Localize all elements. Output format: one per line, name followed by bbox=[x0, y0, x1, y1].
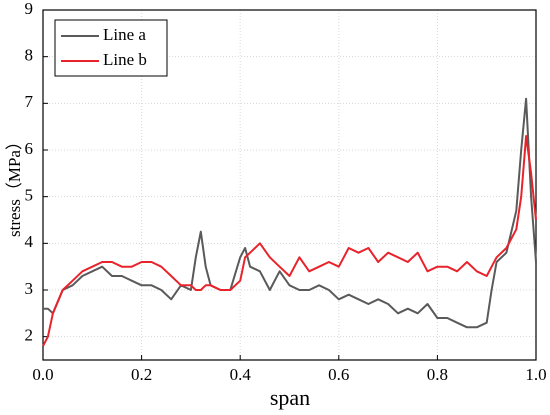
x-tick-label: 0.8 bbox=[427, 365, 448, 384]
y-tick-label: 6 bbox=[25, 139, 34, 158]
x-tick-label: 0.4 bbox=[230, 365, 252, 384]
y-tick-label: 3 bbox=[25, 279, 34, 298]
x-tick-label: 0.6 bbox=[328, 365, 349, 384]
x-tick-label: 0.2 bbox=[131, 365, 152, 384]
legend-box bbox=[54, 19, 168, 77]
legend-label: Line b bbox=[103, 50, 147, 69]
y-tick-label: 7 bbox=[25, 92, 34, 111]
line-series bbox=[43, 97, 537, 329]
legend-label: Line a bbox=[103, 25, 146, 44]
plot-frame bbox=[42, 9, 537, 361]
x-tick-label: 0.0 bbox=[32, 365, 53, 384]
x-tick-label: 1.0 bbox=[525, 365, 546, 384]
y-axis-label: stress（MPa） bbox=[5, 133, 24, 237]
y-tick-label: 5 bbox=[25, 186, 34, 205]
y-tick-label: 2 bbox=[25, 326, 34, 345]
y-tick-label: 9 bbox=[25, 0, 34, 18]
y-tick-label: 8 bbox=[25, 46, 34, 65]
line-series bbox=[42, 135, 537, 347]
y-tick-label: 4 bbox=[25, 232, 34, 251]
x-axis-label: span bbox=[270, 385, 310, 410]
